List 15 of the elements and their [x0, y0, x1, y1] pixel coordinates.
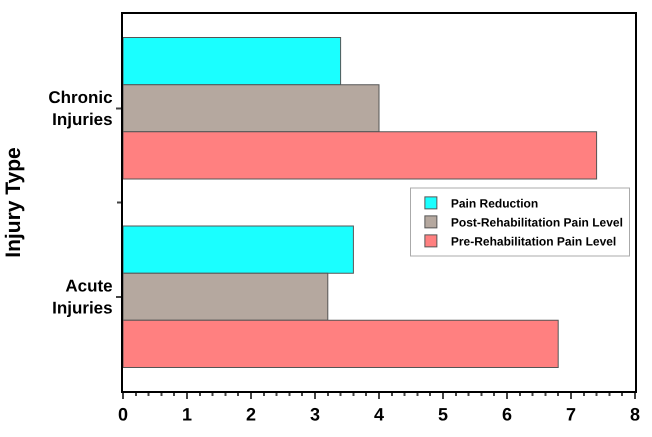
x-tick-label: 7	[566, 404, 576, 425]
x-tick-label: 5	[438, 404, 448, 425]
x-tick-label: 2	[246, 404, 256, 425]
x-tick-label: 0	[118, 404, 128, 425]
legend-label: Post-Rehabilitation Pain Level	[450, 216, 623, 230]
legend-label: Pain Reduction	[450, 196, 538, 211]
x-tick-label: 3	[310, 404, 320, 425]
y-tick-label: Acute Injuries	[52, 276, 113, 318]
x-tick-label: 8	[630, 404, 640, 425]
y-axis-title: Injury Type	[2, 147, 26, 258]
x-tick-label: 6	[502, 404, 512, 425]
legend-label: Pre-Rehabilitation Pain Level	[450, 234, 616, 249]
x-tick-label: 4	[374, 404, 384, 425]
x-tick-label: 1	[182, 404, 192, 425]
y-tick-label: Chronic Injuries	[48, 88, 113, 130]
